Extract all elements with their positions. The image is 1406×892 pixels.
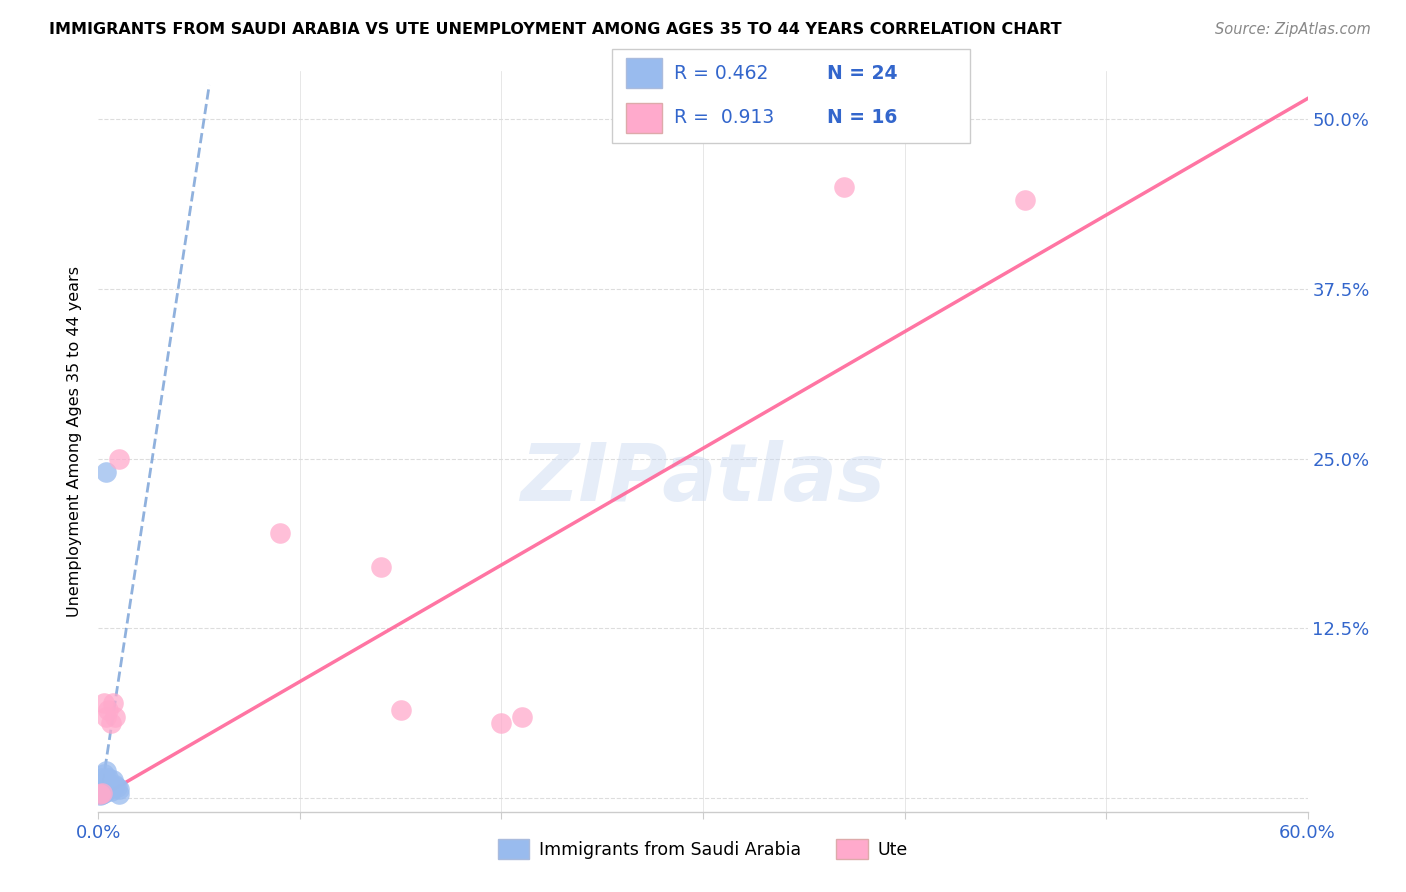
Point: [96, 764, 118, 778]
Y-axis label: Unemployment Among Ages 35 to 44 years: Unemployment Among Ages 35 to 44 years: [67, 266, 83, 617]
Point: [91, 786, 114, 800]
Point: [93, 766, 115, 780]
Point: [89, 778, 111, 792]
Point: [91, 771, 114, 785]
Text: N = 24: N = 24: [827, 64, 897, 83]
Point: [103, 709, 125, 723]
Point: [389, 703, 412, 717]
Text: R = 0.462: R = 0.462: [675, 64, 769, 83]
Point: [101, 773, 124, 788]
Point: [370, 560, 392, 574]
Text: ZIPatlas: ZIPatlas: [520, 440, 886, 517]
Bar: [626, 103, 662, 134]
Text: R =  0.913: R = 0.913: [675, 109, 775, 128]
Point: [101, 696, 124, 710]
Point: [105, 780, 128, 795]
FancyBboxPatch shape: [612, 49, 970, 143]
Point: [91, 780, 114, 795]
Point: [491, 716, 513, 731]
Point: [89, 787, 111, 801]
Point: [97, 771, 120, 785]
Text: N = 16: N = 16: [827, 109, 897, 128]
Text: IMMIGRANTS FROM SAUDI ARABIA VS UTE UNEMPLOYMENT AMONG AGES 35 TO 44 YEARS CORRE: IMMIGRANTS FROM SAUDI ARABIA VS UTE UNEM…: [49, 22, 1062, 37]
Point: [107, 787, 129, 801]
Point: [103, 778, 125, 792]
Bar: [626, 59, 662, 88]
Point: [96, 709, 118, 723]
Point: [107, 451, 129, 466]
Point: [91, 787, 114, 801]
Point: [100, 716, 122, 731]
Point: [89, 787, 111, 801]
Point: [89, 781, 111, 796]
Point: [96, 784, 118, 798]
Point: [100, 784, 122, 798]
Point: [1014, 194, 1036, 208]
Point: [97, 703, 120, 717]
Point: [107, 781, 129, 796]
Point: [93, 783, 115, 797]
Point: [510, 709, 533, 723]
Point: [89, 789, 111, 803]
Legend: Immigrants from Saudi Arabia, Ute: Immigrants from Saudi Arabia, Ute: [491, 832, 915, 866]
Point: [91, 784, 114, 798]
Text: Source: ZipAtlas.com: Source: ZipAtlas.com: [1215, 22, 1371, 37]
Point: [100, 778, 122, 792]
Point: [269, 526, 291, 541]
Point: [93, 696, 115, 710]
Point: [96, 465, 118, 479]
Point: [832, 179, 855, 194]
Point: [97, 780, 120, 795]
Point: [93, 786, 115, 800]
Point: [93, 774, 115, 789]
